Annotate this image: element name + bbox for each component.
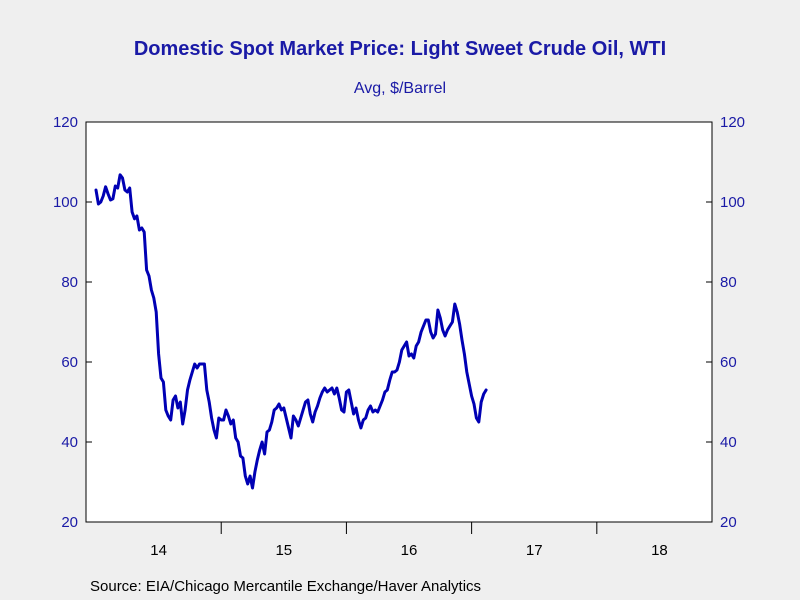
y-axis-right: 20 40 60 80 100 120: [706, 114, 745, 531]
y-tick-label-left: 20: [61, 514, 78, 531]
y-tick-label-right: 60: [720, 354, 737, 371]
y-tick-label-right: 40: [720, 434, 737, 451]
y-tick-label-left: 60: [61, 354, 78, 371]
y-tick-label-right: 80: [720, 274, 737, 291]
x-axis: 14 15 16 17 18: [150, 522, 668, 559]
chart-title: Domestic Spot Market Price: Light Sweet …: [133, 38, 667, 60]
series-line-wti: [94, 173, 488, 490]
x-tick-label-16: 16: [401, 542, 418, 559]
x-tick-label-18: 18: [651, 542, 668, 559]
y-tick-label-right: 100: [720, 194, 745, 211]
y-tick-label-right: 120: [720, 114, 745, 131]
y-tick-label-right: 20: [720, 514, 737, 531]
x-tick-label-17: 17: [526, 542, 543, 559]
plot-area: [85, 121, 713, 523]
y-axis-left: 20 40 60 80 100 120: [53, 114, 92, 531]
series-layer: [94, 173, 488, 490]
source-note: Source: EIA/Chicago Mercantile Exchange/…: [90, 578, 482, 595]
y-tick-label-left: 120: [53, 114, 78, 131]
y-tick-label-left: 100: [53, 194, 78, 211]
y-tick-label-left: 80: [61, 274, 78, 291]
y-tick-label-left: 40: [61, 434, 78, 451]
x-tick-label-15: 15: [275, 542, 292, 559]
chart-subtitle: Avg, $/Barrel: [353, 80, 447, 97]
x-tick-label-14: 14: [150, 542, 167, 559]
